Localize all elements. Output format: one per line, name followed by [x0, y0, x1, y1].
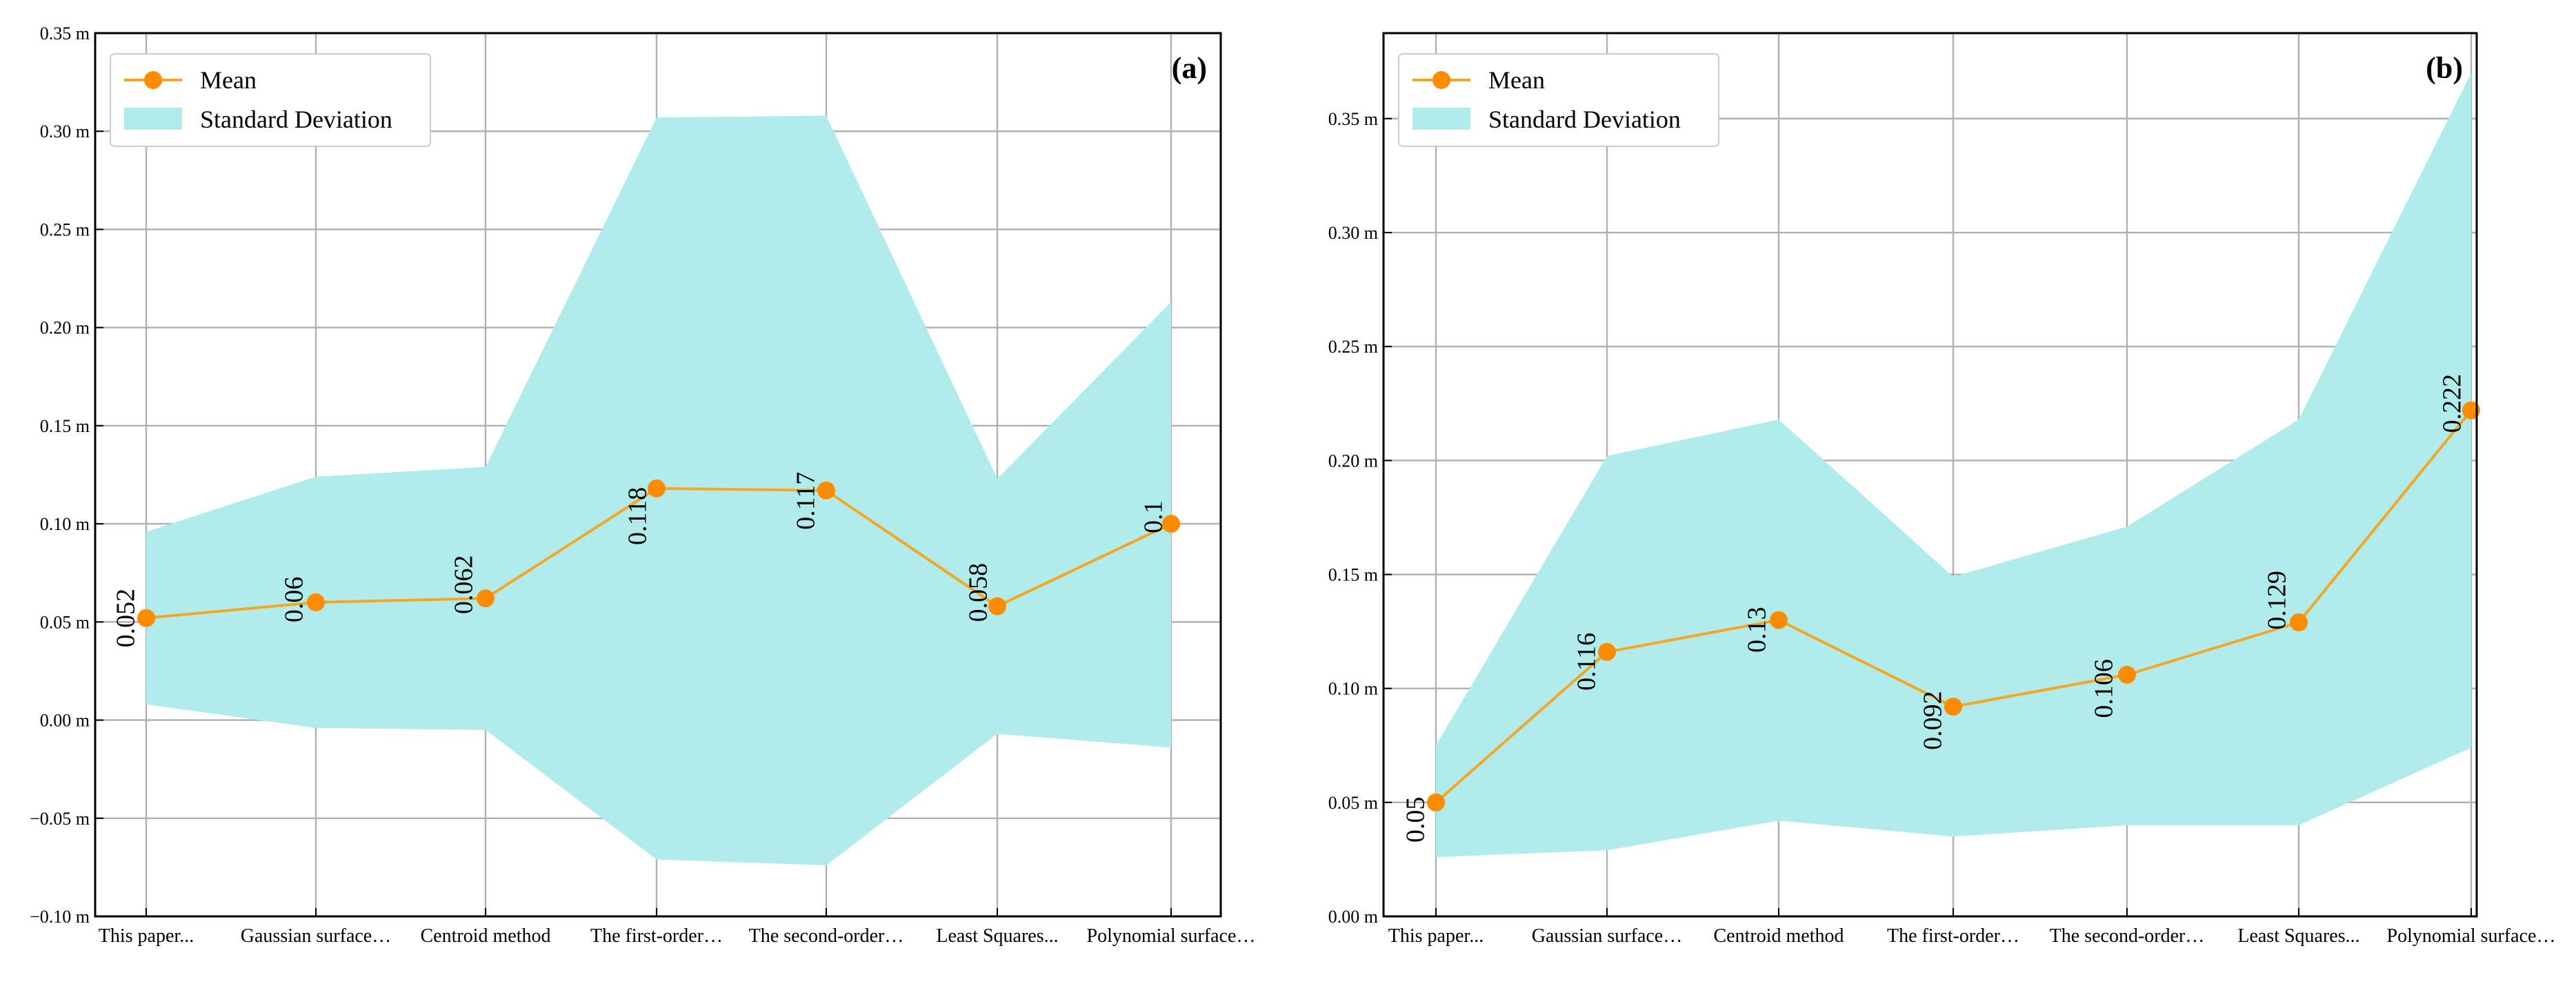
legend-box	[1398, 53, 1719, 147]
mean-data-point	[988, 597, 1006, 616]
data-label: 0.129	[2263, 571, 2292, 630]
data-label: 0.1	[1139, 500, 1168, 533]
data-label: 0.052	[112, 589, 141, 648]
data-label: 0.05	[1401, 797, 1430, 843]
x-tick-label: Least Squares...	[2237, 925, 2359, 947]
chart-panel-b: 0.00 m 0.05 m 0.10 m 0.15 m 0.20 m 0.25 m 0.30…	[1328, 32, 2556, 947]
mean-data-point	[2290, 613, 2308, 631]
x-tick-label: This paper...	[1388, 925, 1484, 947]
legend: Mean Standard Deviation	[1398, 53, 1719, 147]
y-tick-label: 0.05 m	[40, 612, 90, 632]
x-tick-label: Gaussian surface…	[241, 925, 391, 947]
legend-band-swatch	[1412, 108, 1470, 130]
y-tick-label: 0.20 m	[40, 318, 90, 338]
legend-mean-label: Mean	[1488, 66, 1545, 94]
data-label: 0.116	[1572, 633, 1601, 691]
y-tick-label: 0.05 m	[1328, 793, 1378, 813]
y-tick-label: 0.25 m	[1328, 337, 1378, 357]
data-label: 0.118	[623, 487, 652, 545]
data-label: 0.058	[964, 563, 993, 622]
y-tick-label: 0.10 m	[1328, 679, 1378, 699]
data-label: 0.06	[280, 577, 309, 623]
mean-data-point	[1944, 698, 1962, 716]
x-tick-label: Gaussian surface…	[1532, 925, 1682, 947]
data-label: 0.106	[2090, 659, 2119, 718]
mean-data-point	[1598, 642, 1616, 661]
mean-data-point	[137, 609, 155, 627]
mean-data-point	[2118, 665, 2136, 684]
y-tick-label: 0.15 m	[40, 416, 90, 436]
legend-mean-marker	[1432, 71, 1450, 89]
data-label: 0.117	[792, 472, 821, 530]
plot-frame	[94, 32, 1222, 918]
x-tick-label: Centroid method	[421, 925, 551, 947]
y-tick-label: 0.35 m	[1328, 109, 1378, 129]
mean-data-point	[307, 593, 325, 611]
x-tick-label: The second-order…	[2050, 925, 2205, 947]
std-deviation-band	[1436, 72, 2471, 858]
legend: Mean Standard Deviation	[110, 53, 431, 147]
data-label: 0.222	[2438, 374, 2467, 433]
y-tick-label: 0.10 m	[40, 514, 90, 534]
x-tick-label: The second-order…	[749, 925, 904, 947]
y-tick-label: −0.05 m	[30, 809, 90, 829]
x-tick-label: Polynomial surface…	[2387, 925, 2556, 947]
mean-data-point	[817, 481, 835, 500]
mean-data-point	[1162, 515, 1180, 533]
data-label: 0.092	[1919, 691, 1948, 750]
panel-label: (b)	[2426, 51, 2463, 85]
y-tick-label: 0.00 m	[40, 711, 90, 731]
x-tick-label: The first-order…	[1887, 925, 2019, 947]
data-label: 0.13	[1743, 607, 1772, 653]
y-tick-label: 0.00 m	[1328, 907, 1378, 927]
legend-box	[110, 53, 431, 147]
mean-data-point	[1427, 793, 1445, 811]
mean-data-point	[1770, 611, 1788, 629]
mean-data-point	[477, 589, 495, 608]
legend-band-swatch	[124, 108, 182, 130]
y-tick-label: 0.30 m	[1328, 223, 1378, 243]
y-tick-label: −0.10 m	[30, 907, 90, 927]
panel-label: (a)	[1172, 51, 1207, 85]
x-tick-label: Least Squares...	[936, 925, 1058, 947]
legend-std-label: Standard Deviation	[200, 106, 392, 133]
y-tick-label: 0.30 m	[40, 121, 90, 141]
plot-frame	[1382, 32, 2478, 918]
x-tick-label: Polynomial surface…	[1087, 925, 1256, 947]
x-tick-label: The first-order…	[590, 925, 723, 947]
y-tick-label: 0.35 m	[40, 23, 90, 43]
data-label: 0.062	[450, 555, 479, 614]
legend-mean-label: Mean	[200, 66, 257, 94]
chart-panel-a: −0.10 m −0.05 m 0.00 m 0.05 m 0.10 m 0.15 m 0.…	[30, 23, 1255, 947]
x-tick-label: This paper...	[99, 925, 194, 947]
y-tick-label: 0.15 m	[1328, 565, 1378, 585]
legend-mean-marker	[144, 71, 162, 89]
y-tick-label: 0.25 m	[40, 219, 90, 239]
x-tick-label: Centroid method	[1714, 925, 1844, 947]
y-tick-label: 0.20 m	[1328, 451, 1378, 471]
mean-data-point	[648, 479, 666, 498]
legend-std-label: Standard Deviation	[1488, 106, 1681, 133]
